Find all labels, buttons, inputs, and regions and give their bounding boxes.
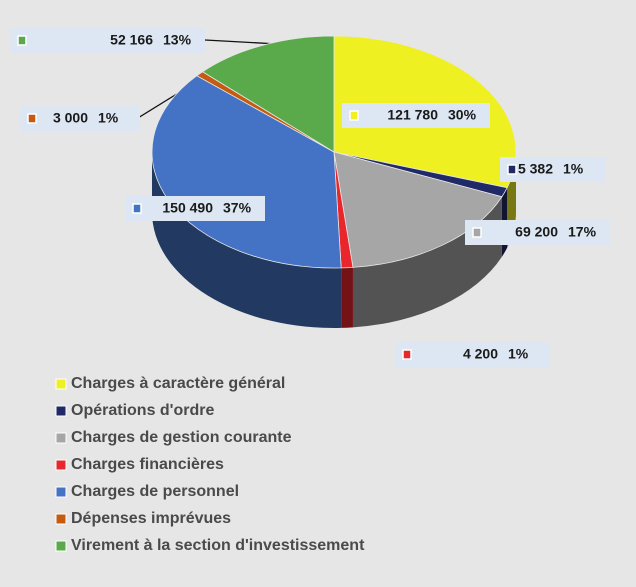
data-label-percent: 30%	[448, 107, 477, 123]
legend-label: Charges de personnel	[71, 483, 239, 500]
data-label-marker	[27, 113, 37, 124]
data-label-box	[465, 220, 610, 245]
data-label-box	[10, 28, 205, 53]
data-label-value: 121 780	[387, 107, 438, 123]
data-label-marker	[17, 35, 27, 46]
slice-side	[341, 267, 353, 328]
data-label-box	[395, 342, 550, 367]
slice	[201, 35, 335, 153]
slice	[333, 151, 503, 268]
data-label-marker	[349, 110, 359, 121]
legend-label: Charges à caractère général	[71, 375, 285, 392]
data-label-percent: 17%	[568, 224, 597, 240]
legend-label: Virement à la section d'investissement	[71, 537, 365, 554]
data-label-value: 3 000	[53, 110, 88, 126]
legend-swatch	[55, 513, 67, 525]
slice-side	[152, 152, 342, 328]
data-label-value: 150 490	[162, 200, 213, 216]
legend-label: Dépenses imprévues	[71, 510, 231, 527]
legend-swatch	[55, 540, 67, 552]
data-label-percent: 37%	[223, 200, 252, 216]
data-label-marker	[402, 349, 412, 360]
data-label-marker	[132, 203, 142, 214]
data-label-value: 5 382	[518, 161, 553, 177]
legend-swatch	[55, 486, 67, 498]
data-label-value: 69 200	[515, 224, 558, 240]
data-label-box	[20, 106, 140, 131]
legend-swatch	[55, 459, 67, 471]
data-label-box	[500, 157, 605, 182]
legend-swatch	[55, 405, 67, 417]
legend-swatch	[55, 432, 67, 444]
data-label-percent: 1%	[508, 346, 529, 362]
data-label-box	[342, 103, 490, 128]
data-label-marker	[507, 164, 517, 175]
data-label-value: 52 166	[110, 32, 153, 48]
legend-swatch	[55, 378, 67, 390]
leader-line	[204, 39, 279, 45]
data-label-marker	[472, 227, 482, 238]
data-label-percent: 1%	[563, 161, 584, 177]
data-label-percent: 1%	[98, 110, 119, 126]
data-label-box	[125, 196, 265, 221]
legend-label: Charges de gestion courante	[71, 429, 292, 446]
slice-side	[352, 196, 502, 328]
data-label-value: 4 200	[463, 346, 498, 362]
legend-label: Charges financières	[71, 456, 224, 473]
data-label-percent: 13%	[163, 32, 192, 48]
legend-label: Opérations d'ordre	[71, 402, 214, 419]
